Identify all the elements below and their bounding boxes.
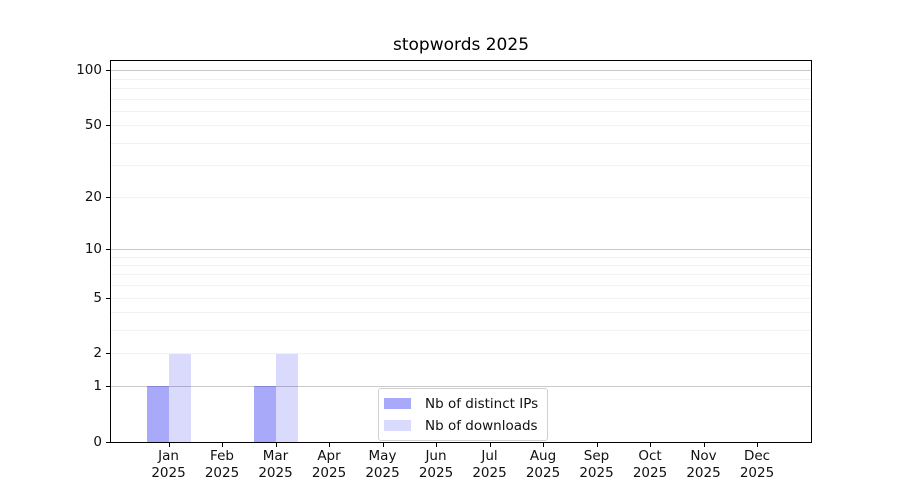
y-tick-label: 50 <box>84 117 102 134</box>
x-tick-month: Sep <box>583 448 610 464</box>
x-tick-mark <box>650 443 651 447</box>
x-tick-label: May 2025 <box>351 448 415 482</box>
y-tick-mark <box>106 248 110 250</box>
x-tick-label: Sep 2025 <box>565 448 629 482</box>
y-tick-label: 20 <box>84 188 102 205</box>
x-tick-year: 2025 <box>472 465 507 481</box>
gridline-minor <box>111 165 811 167</box>
bar-downloads <box>275 353 298 442</box>
y-tick-label: 2 <box>93 345 102 362</box>
y-tick-mark <box>106 70 110 72</box>
legend-label-distinct-ips: Nb of distinct IPs <box>425 395 539 412</box>
x-tick-month: Dec <box>743 448 771 464</box>
x-tick-label: Mar 2025 <box>244 448 308 482</box>
x-tick-mark <box>436 443 437 447</box>
gridline-major <box>111 70 811 72</box>
y-tick-label: 100 <box>76 62 102 79</box>
gridline-minor <box>111 98 811 100</box>
x-tick-month: Nov <box>690 448 717 464</box>
x-tick-year: 2025 <box>311 465 347 481</box>
x-tick-label: Jul 2025 <box>458 448 522 482</box>
x-tick-year: 2025 <box>151 465 186 481</box>
x-tick-month: Aug <box>529 448 557 464</box>
x-tick-mark <box>382 443 384 447</box>
bar-downloads <box>168 353 191 442</box>
x-tick-mark <box>543 443 544 447</box>
gridline-major <box>111 386 811 388</box>
x-tick-label: Jun 2025 <box>404 448 468 482</box>
x-tick-mark <box>596 443 598 447</box>
x-tick-label: Apr 2025 <box>297 448 361 482</box>
y-tick-mark <box>106 196 110 198</box>
x-tick-month: Jul <box>481 448 498 464</box>
x-tick-year: 2025 <box>686 465 721 481</box>
x-tick-mark <box>168 443 170 447</box>
x-tick-year: 2025 <box>204 465 240 481</box>
x-tick-month: Jun <box>425 448 447 464</box>
plot-area <box>110 60 812 443</box>
x-tick-year: 2025 <box>632 465 668 481</box>
y-tick-mark <box>106 353 110 355</box>
chart-title: stopwords 2025 <box>392 35 530 55</box>
gridline-minor <box>111 110 811 112</box>
y-tick-mark <box>106 442 110 443</box>
x-tick-month: Oct <box>638 448 662 464</box>
x-tick-month: May <box>368 448 397 464</box>
x-tick-mark <box>329 443 330 447</box>
legend-entry-downloads: Nb of downloads <box>384 416 538 435</box>
gridline-minor <box>111 330 811 332</box>
legend-label-downloads: Nb of downloads <box>425 417 538 434</box>
gridline-minor <box>111 87 811 89</box>
x-tick-mark <box>703 443 705 447</box>
x-tick-label: Oct 2025 <box>618 448 682 482</box>
y-tick-label: 1 <box>93 378 102 395</box>
x-tick-mark <box>275 443 277 447</box>
x-tick-label: Jan 2025 <box>137 448 201 482</box>
x-tick-label: Aug 2025 <box>511 448 575 482</box>
gridline-minor <box>111 125 811 127</box>
y-tick-mark <box>106 125 110 127</box>
y-tick-label: 5 <box>93 289 102 306</box>
x-tick-year: 2025 <box>579 465 614 481</box>
x-tick-mark <box>757 443 758 447</box>
x-tick-mark <box>489 443 491 447</box>
y-tick-label: 10 <box>84 240 102 257</box>
gridline-minor <box>111 285 811 287</box>
x-tick-year: 2025 <box>258 465 293 481</box>
gridline-minor <box>111 297 811 299</box>
x-tick-month: Feb <box>210 448 234 464</box>
legend-box: Nb of distinct IPs Nb of downloads <box>378 388 549 441</box>
x-tick-month: Jan <box>158 448 179 464</box>
gridline-major <box>111 248 811 250</box>
legend-swatch-downloads <box>384 420 411 431</box>
gridline-minor <box>111 78 811 80</box>
x-tick-month: Mar <box>262 448 289 464</box>
y-tick-mark <box>106 297 110 299</box>
x-tick-year: 2025 <box>418 465 454 481</box>
gridline-minor <box>111 274 811 276</box>
gridline-minor <box>111 256 811 258</box>
x-tick-label: Feb 2025 <box>190 448 254 482</box>
x-tick-year: 2025 <box>525 465 561 481</box>
legend-swatch-distinct-ips <box>384 398 411 409</box>
gridline-minor <box>111 353 811 355</box>
x-tick-year: 2025 <box>365 465 400 481</box>
legend-entry-distinct-ips: Nb of distinct IPs <box>384 394 538 413</box>
y-tick-label: 0 <box>93 434 102 450</box>
gridline-minor <box>111 196 811 198</box>
x-tick-mark <box>222 443 223 447</box>
bar-distinct-ips <box>146 386 169 442</box>
x-tick-label: Nov 2025 <box>672 448 736 482</box>
gridline-minor <box>111 142 811 144</box>
bar-distinct-ips <box>253 386 276 442</box>
y-tick-mark <box>106 386 110 388</box>
gridline-minor <box>111 264 811 266</box>
x-tick-month: Apr <box>317 448 341 464</box>
x-tick-label: Dec 2025 <box>725 448 789 482</box>
x-tick-year: 2025 <box>739 465 775 481</box>
gridline-minor <box>111 312 811 314</box>
